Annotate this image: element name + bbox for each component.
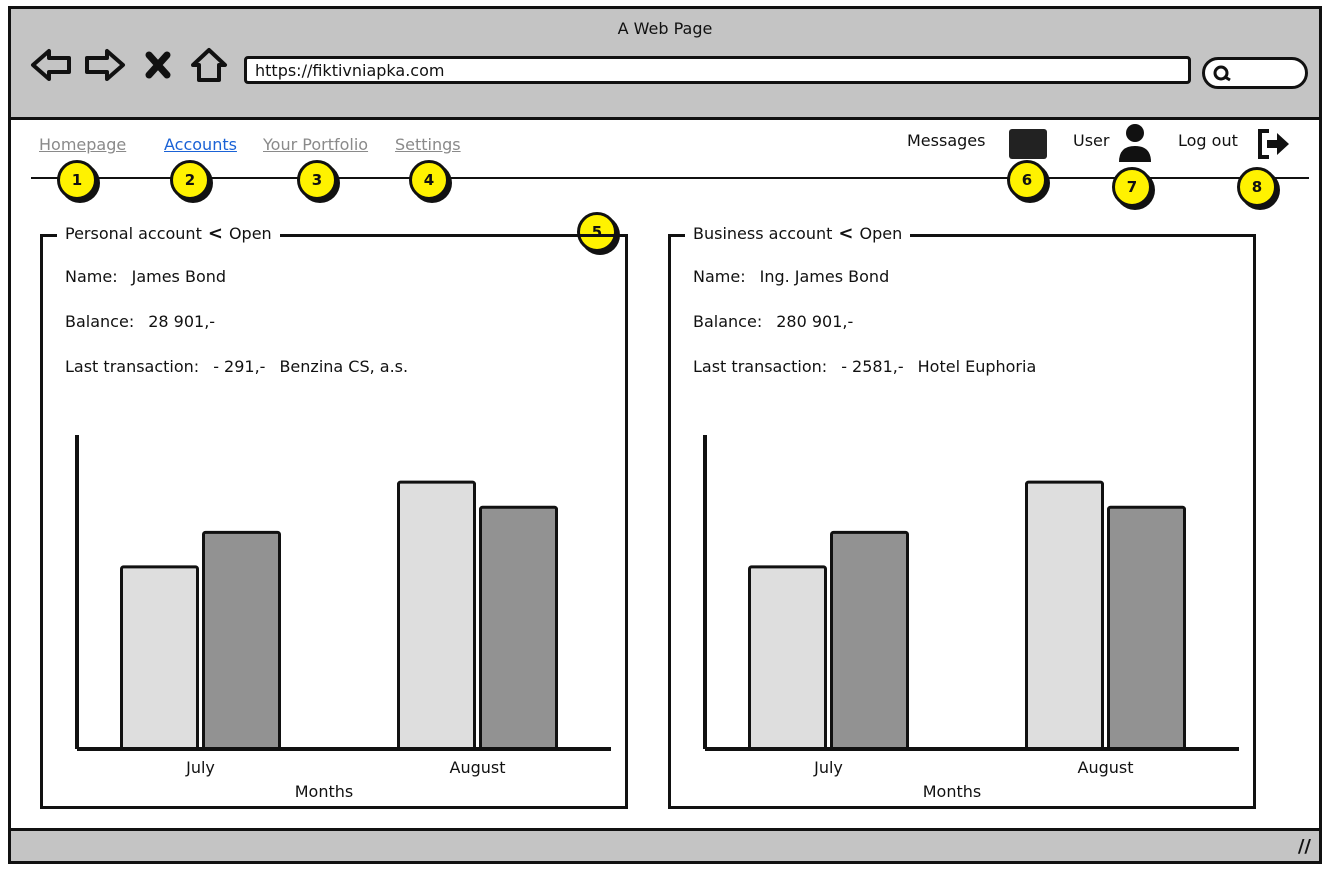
name-value: Ing. James Bond	[759, 267, 890, 286]
annotation-badge: 1	[57, 160, 97, 200]
annotation-badge: 6	[1007, 160, 1047, 200]
bar	[1025, 480, 1104, 751]
bar	[830, 530, 909, 751]
balance-row: Balance: 28 901,-	[65, 312, 229, 331]
balance-value: 28 901,-	[148, 312, 216, 331]
last-transaction-party: Hotel Euphoria	[917, 357, 1037, 376]
logout-icon[interactable]	[1255, 125, 1293, 163]
resize-handle-icon[interactable]: //	[1297, 836, 1311, 857]
annotation-badge: 4	[409, 160, 449, 200]
x-axis-label: Months	[295, 782, 353, 801]
business-account-panel: Business account < Open Name: Ing. James …	[668, 223, 1256, 809]
bar	[748, 565, 827, 751]
annotation-badge: 3	[297, 160, 337, 200]
last-transaction-amount: - 2581,-	[841, 357, 904, 376]
nav-accounts[interactable]: Accounts	[164, 135, 237, 154]
chevron-left-icon[interactable]: <	[838, 223, 854, 244]
browser-chrome: A Web Page https://fiktivniapka.com	[11, 9, 1319, 120]
user-icon[interactable]	[1117, 122, 1153, 162]
panel-title: Business account	[693, 224, 833, 243]
last-transaction-label: Last transaction:	[693, 357, 828, 376]
message-icon[interactable]	[1009, 129, 1047, 159]
nav-settings[interactable]: Settings	[395, 135, 461, 154]
close-icon[interactable]	[141, 45, 175, 85]
x-tick-label: July	[813, 758, 843, 777]
last-transaction-party: Benzina CS, a.s.	[279, 357, 409, 376]
annotation-badge: 8	[1237, 167, 1277, 207]
name-label: Name:	[65, 267, 118, 286]
balance-row: Balance: 280 901,-	[693, 312, 867, 331]
open-link[interactable]: Open	[859, 224, 903, 243]
search-button[interactable]	[1202, 57, 1308, 89]
nav-homepage[interactable]: Homepage	[39, 135, 127, 154]
status-bar: //	[11, 828, 1319, 861]
bar-chart: July August Months	[699, 425, 1245, 805]
last-transaction-row: Last transaction: - 291,- Benzina CS, a.s.	[65, 357, 422, 376]
window-title: A Web Page	[617, 19, 713, 38]
panel-header: Business account < Open	[685, 223, 911, 244]
bar	[1107, 505, 1186, 751]
chevron-left-icon[interactable]: <	[207, 223, 223, 244]
home-icon[interactable]	[187, 45, 231, 85]
balance-value: 280 901,-	[776, 312, 854, 331]
nav-divider	[31, 177, 1309, 179]
chart-svg: July August Months	[75, 435, 611, 801]
bar	[202, 530, 281, 751]
panel-header: Personal account < Open	[57, 223, 280, 244]
panel-title: Personal account	[65, 224, 202, 243]
last-transaction-label: Last transaction:	[65, 357, 200, 376]
last-transaction-row: Last transaction: - 2581,- Hotel Euphoria	[693, 357, 1050, 376]
back-arrow-icon[interactable]	[29, 45, 73, 85]
name-row: Name: James Bond	[65, 267, 240, 286]
bar-chart: July August Months	[71, 425, 617, 805]
annotation-badge: 5	[577, 212, 617, 252]
x-tick-label: August	[450, 758, 506, 777]
nav-your-portfolio[interactable]: Your Portfolio	[263, 135, 369, 154]
chart-svg: July August Months	[703, 435, 1239, 801]
annotation-badge: 2	[170, 160, 210, 200]
messages-label[interactable]: Messages	[907, 131, 986, 150]
user-label[interactable]: User	[1073, 131, 1110, 150]
bar	[479, 505, 558, 751]
open-link[interactable]: Open	[228, 224, 272, 243]
address-bar[interactable]: https://fiktivniapka.com	[244, 56, 1191, 84]
balance-label: Balance:	[65, 312, 135, 331]
x-axis-label: Months	[923, 782, 981, 801]
balance-label: Balance:	[693, 312, 763, 331]
x-tick-label: August	[1078, 758, 1134, 777]
logout-label[interactable]: Log out	[1178, 131, 1238, 150]
name-label: Name:	[693, 267, 746, 286]
forward-arrow-icon[interactable]	[83, 45, 127, 85]
bar	[397, 480, 476, 751]
x-tick-label: July	[185, 758, 215, 777]
bar	[120, 565, 199, 751]
annotation-badge: 7	[1112, 167, 1152, 207]
browser-window: A Web Page https://fiktivniapka.com Home…	[8, 6, 1322, 864]
last-transaction-amount: - 291,-	[213, 357, 266, 376]
name-row: Name: Ing. James Bond	[693, 267, 903, 286]
name-value: James Bond	[131, 267, 227, 286]
search-icon	[1213, 65, 1231, 82]
personal-account-panel: Personal account < Open Name: James Bond …	[40, 223, 628, 809]
